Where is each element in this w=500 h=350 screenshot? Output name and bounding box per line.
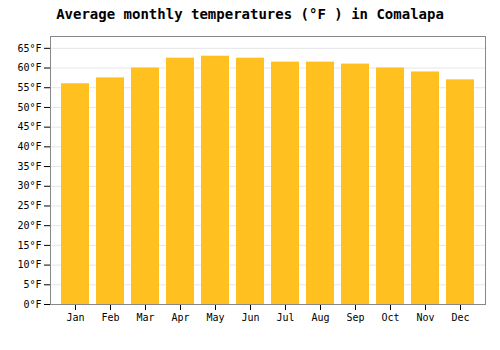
svg-text:Oct: Oct (381, 312, 399, 323)
svg-text:Feb: Feb (101, 312, 119, 323)
svg-text:Nov: Nov (416, 312, 434, 323)
svg-text:0°F: 0°F (23, 299, 41, 310)
svg-text:Jun: Jun (241, 312, 259, 323)
svg-text:20°F: 20°F (17, 220, 41, 231)
svg-text:65°F: 65°F (17, 43, 41, 54)
svg-text:Jul: Jul (276, 312, 294, 323)
svg-text:Jan: Jan (66, 312, 84, 323)
svg-text:5°F: 5°F (23, 279, 41, 290)
svg-text:60°F: 60°F (17, 62, 41, 73)
svg-text:Sep: Sep (346, 312, 364, 323)
svg-text:40°F: 40°F (17, 141, 41, 152)
svg-text:Aug: Aug (311, 312, 329, 323)
svg-text:55°F: 55°F (17, 82, 41, 93)
svg-text:30°F: 30°F (17, 180, 41, 191)
svg-text:45°F: 45°F (17, 121, 41, 132)
svg-text:25°F: 25°F (17, 200, 41, 211)
svg-text:35°F: 35°F (17, 161, 41, 172)
svg-text:May: May (206, 312, 224, 323)
svg-text:Dec: Dec (451, 312, 469, 323)
html-text:Average monthly temperatures (: Average monthly temperatures (°F ) in Co… (56, 6, 444, 22)
svg-text:10°F: 10°F (17, 259, 41, 270)
svg-text:Mar: Mar (136, 312, 154, 323)
svg-text:50°F: 50°F (17, 102, 41, 113)
svg-text:15°F: 15°F (17, 240, 41, 251)
svg-text:Apr: Apr (171, 312, 189, 323)
